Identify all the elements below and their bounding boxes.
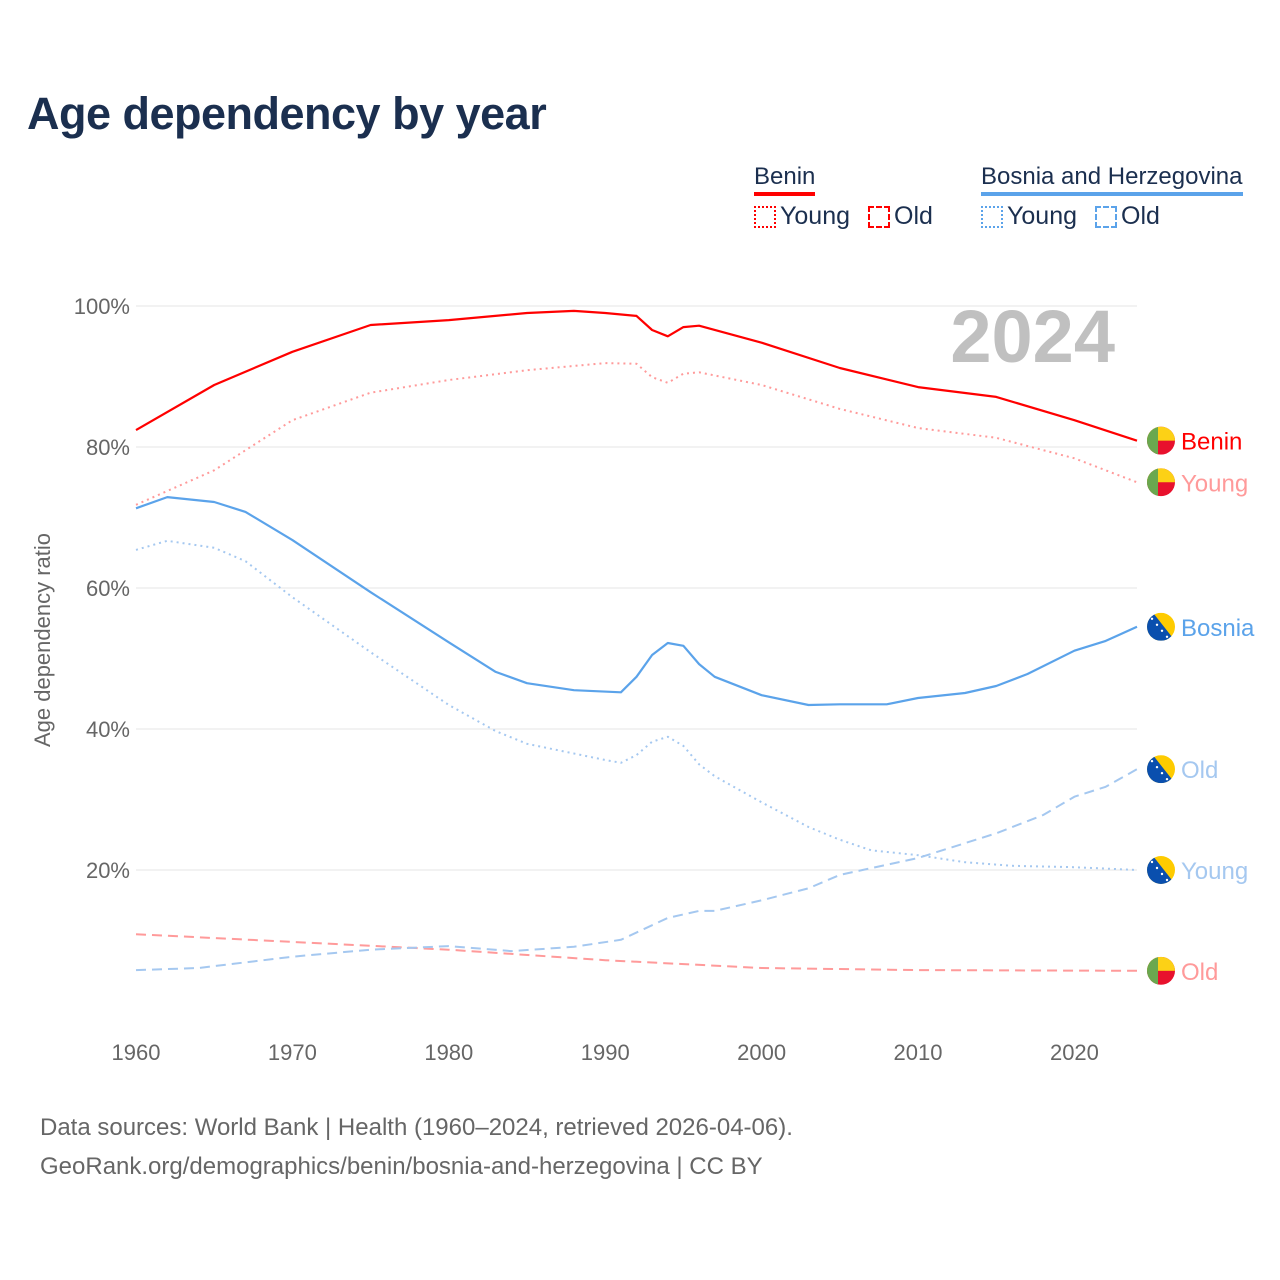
bosnia-flag-icon [1147,856,1175,884]
end-label: Benin [1181,429,1242,456]
legend-benin: Benin Young Old [754,163,933,231]
attribution-link[interactable]: GeoRank.org/demographics/benin/bosnia-an… [40,1153,763,1180]
y-tick-label: 60% [86,576,130,601]
series-line-bosnia-old [135,768,1138,972]
end-label: Old [1181,959,1218,986]
end-label: Young [1181,858,1248,885]
dotted-swatch-icon [754,205,776,228]
legend-label: Young [780,202,850,230]
y-tick-label: 100% [74,294,130,319]
legend-benin-title: Benin [754,163,816,196]
benin-flag-icon [1147,956,1175,985]
x-tick-label: 1970 [268,1040,317,1065]
x-tick-label: 1990 [581,1040,630,1065]
series-line-bosnia [135,496,1138,707]
legend-bosnia-old: Old [1095,202,1160,231]
legend-bosnia-title: Bosnia and Herzegovina [981,163,1243,196]
x-tick-label: 1960 [112,1040,161,1065]
dotted-swatch-icon [981,205,1003,228]
series-line-benin-young [135,362,1138,506]
benin-flag-icon [1147,468,1175,497]
source-text: Data sources: World Bank | Health (1960–… [40,1114,793,1141]
legend-label: Old [1121,202,1160,230]
year-label: 2024 [950,295,1115,378]
x-tick-label: 2000 [737,1040,786,1065]
y-tick-label: 20% [86,858,130,883]
end-label: Old [1181,757,1218,784]
x-tick-label: 2010 [894,1040,943,1065]
dashed-swatch-icon [868,205,890,228]
legend-benin-old: Old [868,202,933,231]
bosnia-flag-icon [1147,755,1175,784]
x-tick-label: 2020 [1050,1040,1099,1065]
footer: Data sources: World Bank | Health (1960–… [40,1108,793,1186]
end-label: Bosnia [1181,615,1255,642]
legend-label: Young [1007,202,1077,230]
series-line-benin [135,309,1138,442]
y-tick-label: 80% [86,435,130,460]
x-tick-label: 1980 [424,1040,473,1065]
benin-flag-icon [1147,426,1175,455]
series-line-bosnia-young [135,539,1138,871]
legend-bosnia: Bosnia and Herzegovina Young Old [981,163,1243,231]
legend-label: Old [894,202,933,230]
legend-benin-young: Young [754,202,850,231]
series-line-benin-old [135,933,1138,972]
legend-bosnia-young: Young [981,202,1077,231]
dashed-swatch-icon [1095,205,1117,228]
bosnia-flag-icon [1147,612,1175,641]
y-axis-label: Age dependency ratio [30,533,55,747]
y-tick-label: 40% [86,717,130,742]
chart-title: Age dependency by year [27,88,547,139]
end-label: Young [1181,470,1248,497]
